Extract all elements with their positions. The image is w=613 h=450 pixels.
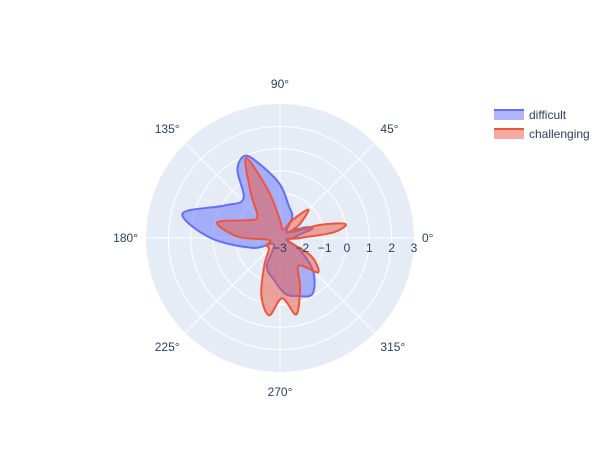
legend-label: challenging: [529, 127, 590, 141]
angular-tick-label: 0°: [422, 231, 434, 245]
radial-tick-label: 1: [366, 241, 373, 255]
legend-swatch-fill: [494, 129, 524, 139]
legend-swatch-fill: [494, 110, 524, 120]
radial-tick-label: −2: [295, 241, 309, 255]
angular-tick-label: 90°: [271, 77, 289, 91]
angular-tick-label: 180°: [113, 231, 138, 245]
legend-label: difficult: [529, 108, 567, 122]
radial-tick-label: −1: [318, 241, 332, 255]
angular-tick-label: 135°: [155, 122, 180, 136]
radial-tick-label: 2: [388, 241, 395, 255]
radial-tick-label: −3: [273, 241, 287, 255]
angular-grid-line: [184, 237, 281, 334]
series-layer: [181, 154, 347, 317]
angular-tick-label: 315°: [380, 340, 405, 354]
legend-item-difficult[interactable]: difficult: [494, 108, 567, 122]
radial-tick-label: 3: [411, 241, 418, 255]
series-challenging-area[interactable]: [216, 156, 347, 317]
radial-tick-labels: −3 −2 −1 0 1 2 3: [273, 241, 418, 255]
angular-tick-label: 45°: [380, 122, 398, 136]
angular-tick-labels: 0° 45° 90° 135° 180° 225° 270° 315°: [113, 77, 434, 399]
angular-tick-label: 270°: [268, 385, 293, 399]
radial-tick-label: 0: [344, 241, 351, 255]
legend[interactable]: difficult challenging: [494, 108, 590, 141]
legend-item-challenging[interactable]: challenging: [494, 127, 590, 141]
angular-tick-label: 225°: [155, 340, 180, 354]
